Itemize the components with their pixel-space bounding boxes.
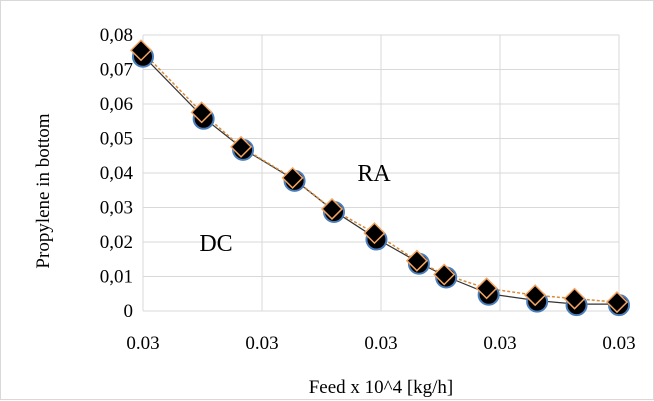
y-tick-label: 0,06 bbox=[100, 94, 133, 115]
series-2-point bbox=[229, 135, 253, 158]
series-2-point bbox=[475, 277, 498, 300]
x-tick-label: 0.03 bbox=[483, 333, 516, 354]
series-2-point bbox=[433, 263, 456, 286]
y-tick-label: 0,07 bbox=[100, 60, 133, 81]
series-2-point bbox=[405, 249, 428, 272]
y-tick-label: 0,08 bbox=[100, 25, 133, 46]
series-2-point bbox=[129, 39, 153, 62]
x-tick-label: 0.03 bbox=[364, 333, 397, 354]
y-tick-label: 0,01 bbox=[100, 267, 133, 288]
y-tick-label: 0 bbox=[124, 301, 134, 322]
annotation-dc: DC bbox=[199, 231, 232, 257]
y-tick-label: 0,02 bbox=[100, 232, 133, 253]
x-tick-label: 0.03 bbox=[126, 333, 159, 354]
series-2-line bbox=[140, 49, 618, 303]
y-tick-label: 0,04 bbox=[100, 163, 134, 184]
y-tick-label: 0,05 bbox=[100, 129, 133, 150]
series-2-point bbox=[563, 287, 586, 310]
series-2-point bbox=[524, 284, 547, 307]
y-axis-title: Propylene in bottom bbox=[33, 113, 54, 268]
series-2-point bbox=[605, 291, 629, 314]
x-tick-label: 0.03 bbox=[245, 333, 278, 354]
series-2-point bbox=[320, 197, 344, 221]
series-2-point bbox=[281, 166, 304, 189]
x-axis-title: Feed x 10^4 [kg/h] bbox=[309, 377, 454, 398]
y-tick-label: 0,03 bbox=[100, 198, 133, 219]
annotation-ra: RA bbox=[357, 161, 391, 187]
series-2-point bbox=[190, 101, 213, 124]
series-2-point bbox=[363, 222, 386, 245]
x-tick-label: 0.03 bbox=[602, 333, 635, 354]
